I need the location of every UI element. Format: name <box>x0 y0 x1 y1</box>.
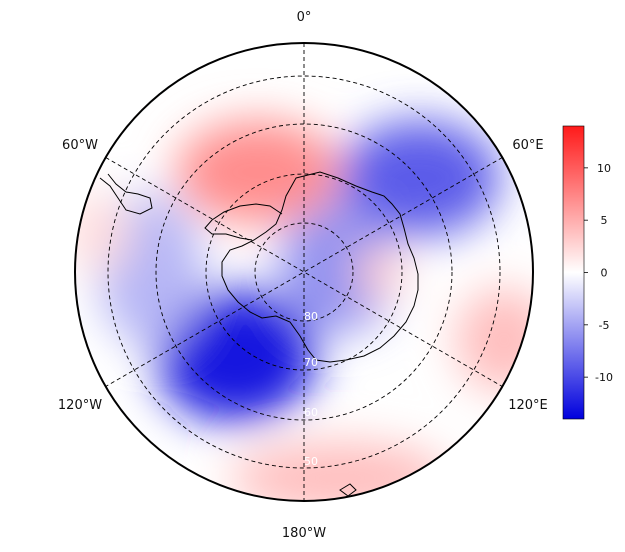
colorbar: 10 5 0 -5 -10 <box>562 125 613 420</box>
colorbar-tick-label: 10 <box>597 162 611 175</box>
meridian-60w-120e <box>105 157 503 387</box>
lon-label-180w: 180°W <box>282 526 326 541</box>
anomaly-blob <box>156 290 316 422</box>
colorbar-tick-label: 5 <box>601 214 608 227</box>
anomaly-blob <box>176 120 340 224</box>
graticule <box>105 43 503 501</box>
colorbar-tick-label: -5 <box>599 319 610 332</box>
coastlines <box>99 171 419 497</box>
meridian-60e-120w <box>105 157 503 387</box>
colorbar-scale <box>562 125 585 420</box>
lat-label-50: 50 <box>304 455 318 468</box>
south-america-tip <box>99 173 153 215</box>
anomaly-blob <box>354 246 406 298</box>
anomaly-blob <box>280 204 400 332</box>
lat-ring-labels: 80 70 60 50 <box>304 310 318 468</box>
lat-label-60: 60 <box>304 406 318 419</box>
lat-ring-50 <box>107 75 501 469</box>
lat-label-80: 80 <box>304 310 318 323</box>
lat-label-70: 70 <box>304 356 318 369</box>
longitude-labels: 0° 60°E 120°E 180°W 120°W 60°W <box>58 10 548 541</box>
lon-label-0: 0° <box>297 10 312 25</box>
map-disc: 80 70 60 50 <box>74 42 534 502</box>
colorbar-ticks: 10 5 0 -5 -10 <box>584 162 613 384</box>
anomaly-blob <box>340 120 500 236</box>
lat-ring-70 <box>205 173 403 371</box>
lon-label-60w: 60°W <box>62 138 98 153</box>
lat-ring-80 <box>254 222 354 322</box>
lat-ring-60 <box>155 123 453 421</box>
antarctica-coastline <box>221 171 419 363</box>
anomaly-field <box>75 120 533 501</box>
lon-label-120e: 120°E <box>508 398 548 413</box>
anomaly-blob <box>230 442 450 501</box>
lon-label-60e: 60°E <box>512 138 543 153</box>
colorbar-tick-label: 0 <box>601 267 608 280</box>
new-zealand-islands <box>339 483 357 497</box>
colorbar-tick-label: -10 <box>595 371 613 384</box>
lon-label-120w: 120°W <box>58 398 102 413</box>
antarctic-peninsula <box>204 203 283 241</box>
map-border <box>74 42 534 502</box>
anomaly-blob <box>456 288 533 392</box>
